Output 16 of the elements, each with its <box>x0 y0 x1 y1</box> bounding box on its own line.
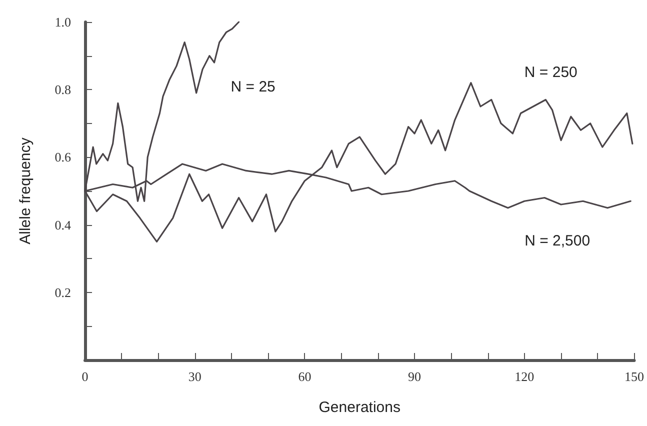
series-label: N = 2,500 <box>524 232 590 250</box>
series-label: N = 250 <box>524 64 578 82</box>
y-tick-label: 0.2 <box>54 284 71 300</box>
series-label: N = 25 <box>230 78 276 96</box>
x-tick-label: 150 <box>624 369 644 384</box>
x-tick-label: 120 <box>514 369 534 384</box>
y-tick-label: 0.4 <box>54 217 72 232</box>
x-tick-label: 0 <box>82 369 88 384</box>
y-tick-label: 1.0 <box>54 14 71 30</box>
x-tick-label: 30 <box>188 369 202 384</box>
y-tick-label: 0.6 <box>54 150 72 165</box>
x-axis-title: Generations <box>318 399 400 416</box>
x-tick-label: 60 <box>298 369 312 384</box>
y-axis-title: Allele frequency <box>17 137 34 244</box>
y-tick-label: 0.8 <box>54 82 71 98</box>
x-tick-label: 90 <box>408 369 422 384</box>
